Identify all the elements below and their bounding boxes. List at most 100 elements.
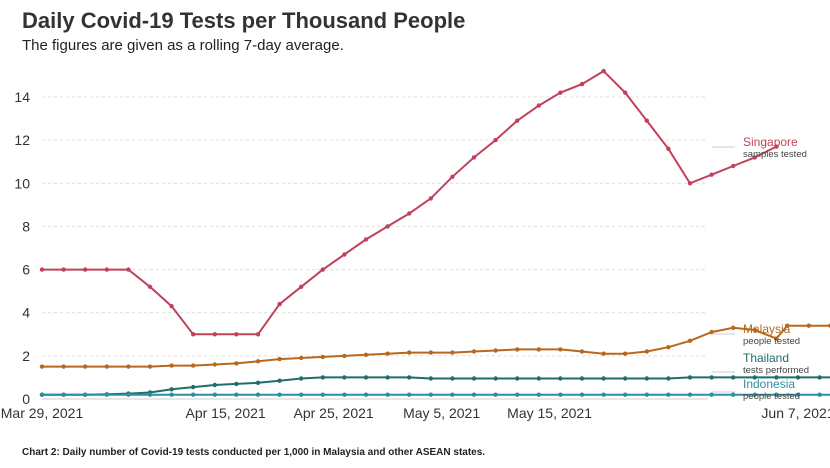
gridlines [42, 96, 708, 400]
data-point [536, 392, 541, 397]
data-point [579, 392, 585, 397]
data-point [601, 351, 606, 356]
data-point [558, 90, 563, 95]
data-point [147, 284, 153, 289]
series-thailand [39, 375, 830, 397]
data-point [363, 392, 369, 397]
data-point [752, 392, 757, 397]
data-point [623, 90, 628, 95]
data-point [277, 378, 282, 383]
data-point [277, 356, 282, 362]
data-point [558, 392, 563, 397]
data-point [234, 392, 239, 397]
data-point [169, 363, 174, 368]
data-point [407, 350, 412, 355]
data-point [774, 392, 779, 397]
data-point [731, 392, 736, 397]
data-point [806, 323, 811, 328]
x-tick-label: May 5, 2021 [403, 405, 480, 421]
data-point [385, 224, 390, 229]
data-point [493, 376, 498, 381]
data-point [471, 155, 477, 160]
data-point [299, 376, 304, 381]
data-point [212, 362, 217, 367]
data-point [255, 332, 261, 337]
data-point [83, 392, 88, 397]
data-point [147, 392, 153, 397]
data-point [709, 392, 714, 397]
x-tick-label: Mar 29, 2021 [1, 405, 84, 421]
data-point [428, 376, 433, 381]
data-point [817, 392, 822, 397]
data-point [428, 392, 433, 397]
x-axis-ticks: Mar 29, 2021 Apr 15, 2021 Apr 25, 2021 May … [1, 405, 830, 421]
data-point [191, 384, 196, 390]
data-point [558, 376, 563, 381]
data-point [342, 375, 347, 380]
data-point [277, 301, 282, 307]
data-point [731, 163, 736, 169]
data-point [169, 304, 174, 309]
data-point [666, 146, 671, 151]
data-point [234, 332, 239, 337]
data-point [83, 364, 88, 369]
data-point [320, 354, 325, 360]
data-point [601, 376, 606, 381]
data-point [450, 376, 455, 381]
series-name: Malaysia [743, 322, 791, 336]
y-tick-label: 14 [14, 89, 30, 105]
data-point [342, 353, 347, 359]
x-tick-label: Apr 15, 2021 [186, 405, 266, 421]
series-name: Thailand [743, 351, 789, 365]
data-point [385, 392, 390, 397]
data-point [277, 392, 282, 397]
data-point [666, 376, 671, 381]
data-point [471, 376, 477, 381]
data-point [255, 392, 261, 397]
data-point [471, 392, 477, 397]
data-point [644, 392, 649, 397]
data-point [515, 347, 520, 352]
data-point [147, 364, 153, 369]
y-tick-label: 2 [22, 348, 30, 364]
data-point [752, 155, 757, 160]
data-point [450, 392, 455, 397]
data-point [752, 327, 757, 333]
data-point [191, 392, 196, 397]
series-sublabel: samples tested [743, 149, 807, 160]
data-point [407, 375, 412, 380]
data-point [795, 375, 801, 380]
data-point [83, 267, 88, 272]
data-point [687, 392, 693, 397]
x-tick-label: Jun 7, 2021 [761, 405, 830, 421]
data-point [407, 392, 412, 397]
data-point [687, 181, 693, 186]
y-tick-label: 12 [14, 132, 30, 148]
data-point [493, 137, 498, 143]
y-tick-label: 0 [22, 391, 30, 407]
data-point [644, 376, 649, 381]
data-point [536, 103, 541, 108]
y-tick-label: 10 [14, 175, 30, 191]
data-point [61, 392, 66, 397]
data-point [39, 267, 45, 272]
data-point [255, 380, 261, 385]
data-point [493, 348, 498, 353]
data-point [320, 392, 325, 397]
data-point [407, 211, 412, 216]
data-point [363, 352, 369, 357]
data-point [493, 392, 498, 397]
data-point [61, 364, 66, 369]
series-line [42, 69, 777, 336]
data-point [515, 118, 520, 123]
series-group [39, 68, 830, 397]
data-point [104, 364, 110, 369]
series-indonesia [39, 392, 830, 397]
y-axis-ticks: 0 2 4 6 8 10 12 14 [14, 89, 30, 407]
data-point [234, 361, 239, 366]
